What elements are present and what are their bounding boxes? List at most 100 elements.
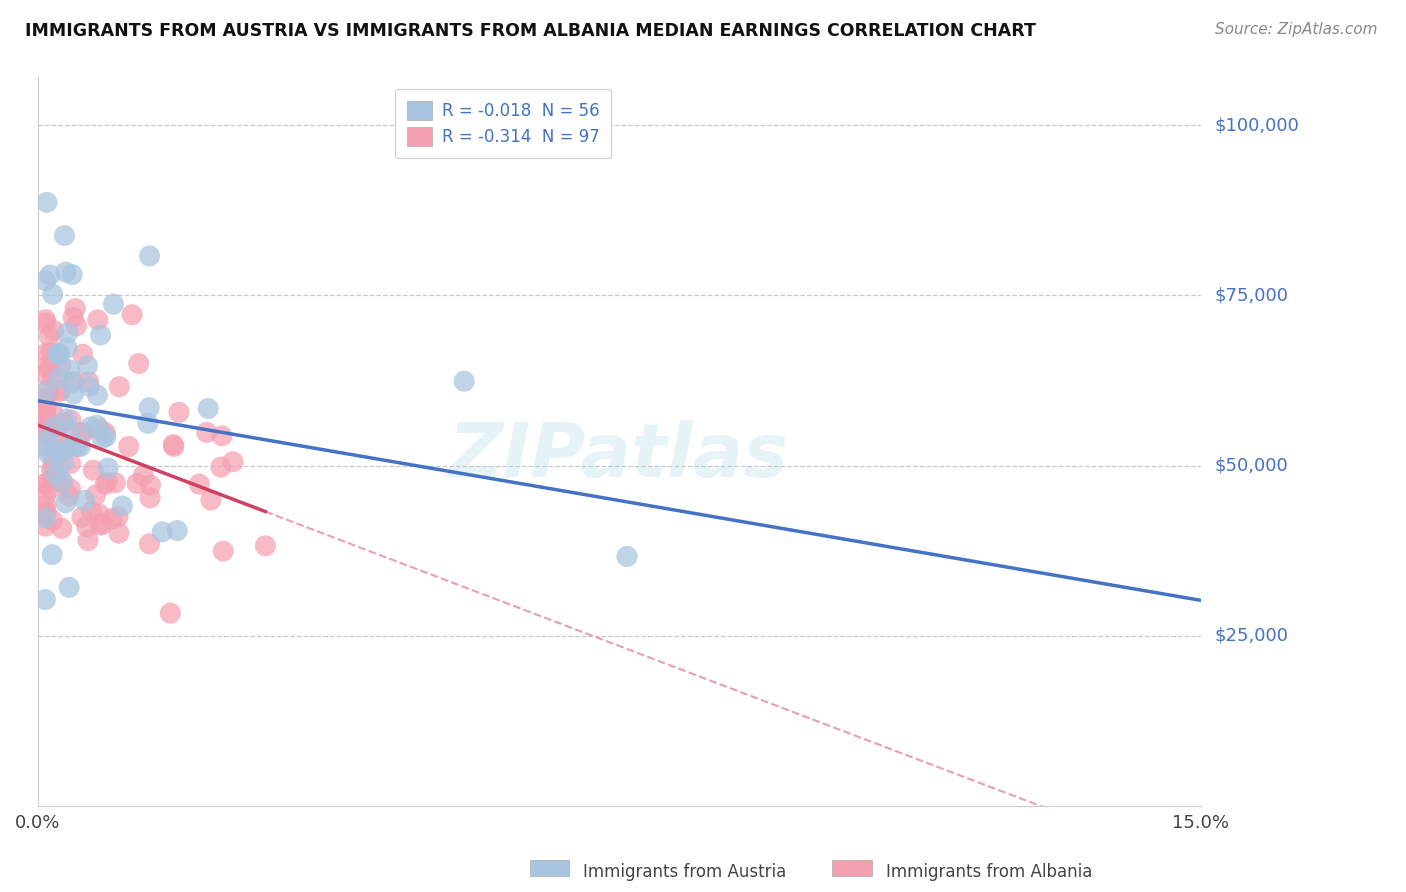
- Point: [41, 462, 63, 476]
- Text: $75,000: $75,000: [1215, 286, 1289, 304]
- Point: [42, 450, 65, 465]
- Point: [76, 359, 98, 373]
- Point: [136, 417, 159, 431]
- Point: [38, 268, 60, 282]
- Point: [35, 346, 58, 360]
- Point: [121, 308, 143, 322]
- Point: [34, 423, 56, 437]
- Point: [48, 371, 70, 385]
- Point: [52, 443, 75, 458]
- Point: [101, 512, 124, 526]
- Point: [34, 508, 56, 522]
- Point: [42, 420, 65, 434]
- Text: IMMIGRANTS FROM AUSTRIA VS IMMIGRANTS FROM ALBANIA MEDIAN EARNINGS CORRELATION C: IMMIGRANTS FROM AUSTRIA VS IMMIGRANTS FR…: [25, 22, 1036, 40]
- Point: [52, 456, 75, 470]
- Point: [34, 312, 56, 326]
- Point: [159, 606, 181, 620]
- Point: [35, 505, 58, 519]
- Point: [72, 347, 94, 361]
- Point: [41, 548, 63, 562]
- Point: [63, 438, 86, 452]
- Point: [45, 420, 67, 434]
- Point: [89, 422, 111, 436]
- Point: [34, 438, 56, 452]
- Point: [48, 346, 70, 360]
- Point: [73, 493, 96, 508]
- Point: [118, 440, 141, 454]
- Point: [34, 385, 56, 400]
- Point: [77, 375, 100, 389]
- Point: [132, 468, 155, 483]
- Point: [166, 524, 188, 538]
- Point: [35, 499, 58, 513]
- Point: [167, 405, 190, 419]
- Point: [52, 475, 75, 490]
- Point: [162, 437, 184, 451]
- Point: [34, 406, 56, 420]
- Point: [86, 388, 108, 402]
- Point: [48, 475, 70, 489]
- Point: [138, 537, 160, 551]
- Point: [111, 499, 134, 513]
- Point: [51, 521, 73, 535]
- Point: [41, 404, 63, 418]
- Point: [90, 328, 112, 343]
- Text: $100,000: $100,000: [1215, 116, 1299, 134]
- Point: [72, 425, 94, 440]
- Point: [60, 375, 83, 389]
- Point: [62, 386, 84, 401]
- Point: [87, 313, 110, 327]
- Point: [41, 429, 63, 443]
- Point: [84, 488, 107, 502]
- Point: [39, 345, 62, 359]
- Legend: R = -0.018  N = 56, R = -0.314  N = 97: R = -0.018 N = 56, R = -0.314 N = 97: [395, 89, 612, 158]
- Point: [107, 509, 129, 524]
- Point: [34, 392, 56, 406]
- Point: [69, 425, 91, 440]
- Point: [34, 489, 56, 503]
- Point: [38, 483, 60, 497]
- Point: [69, 440, 91, 454]
- Point: [51, 475, 73, 489]
- Point: [59, 424, 82, 438]
- Point: [53, 228, 76, 243]
- Point: [77, 533, 100, 548]
- Point: [34, 415, 56, 429]
- Point: [34, 399, 56, 413]
- Point: [96, 475, 118, 489]
- Text: Immigrants from Albania: Immigrants from Albania: [886, 863, 1092, 881]
- Point: [55, 440, 77, 454]
- Point: [34, 274, 56, 288]
- Point: [103, 297, 125, 311]
- Point: [42, 371, 65, 385]
- Point: [59, 413, 82, 427]
- Point: [150, 524, 173, 539]
- Point: [56, 326, 79, 340]
- Point: [79, 420, 101, 434]
- Point: [51, 443, 73, 458]
- Point: [209, 460, 232, 475]
- Point: [55, 412, 77, 426]
- Point: [48, 384, 70, 398]
- Point: [35, 195, 58, 210]
- Point: [63, 375, 86, 389]
- Point: [37, 382, 59, 396]
- Point: [65, 318, 87, 333]
- Point: [59, 457, 82, 471]
- Point: [52, 416, 75, 430]
- Point: [66, 440, 89, 454]
- Point: [41, 287, 63, 301]
- Point: [59, 363, 82, 377]
- Point: [38, 329, 60, 343]
- Point: [34, 440, 56, 454]
- Point: [42, 323, 65, 337]
- Point: [34, 477, 56, 491]
- Point: [90, 518, 112, 533]
- Point: [59, 482, 82, 496]
- Point: [82, 463, 104, 477]
- Point: [58, 580, 80, 594]
- Point: [188, 477, 211, 491]
- Point: [108, 380, 131, 394]
- Text: $25,000: $25,000: [1215, 627, 1289, 645]
- Point: [163, 439, 186, 453]
